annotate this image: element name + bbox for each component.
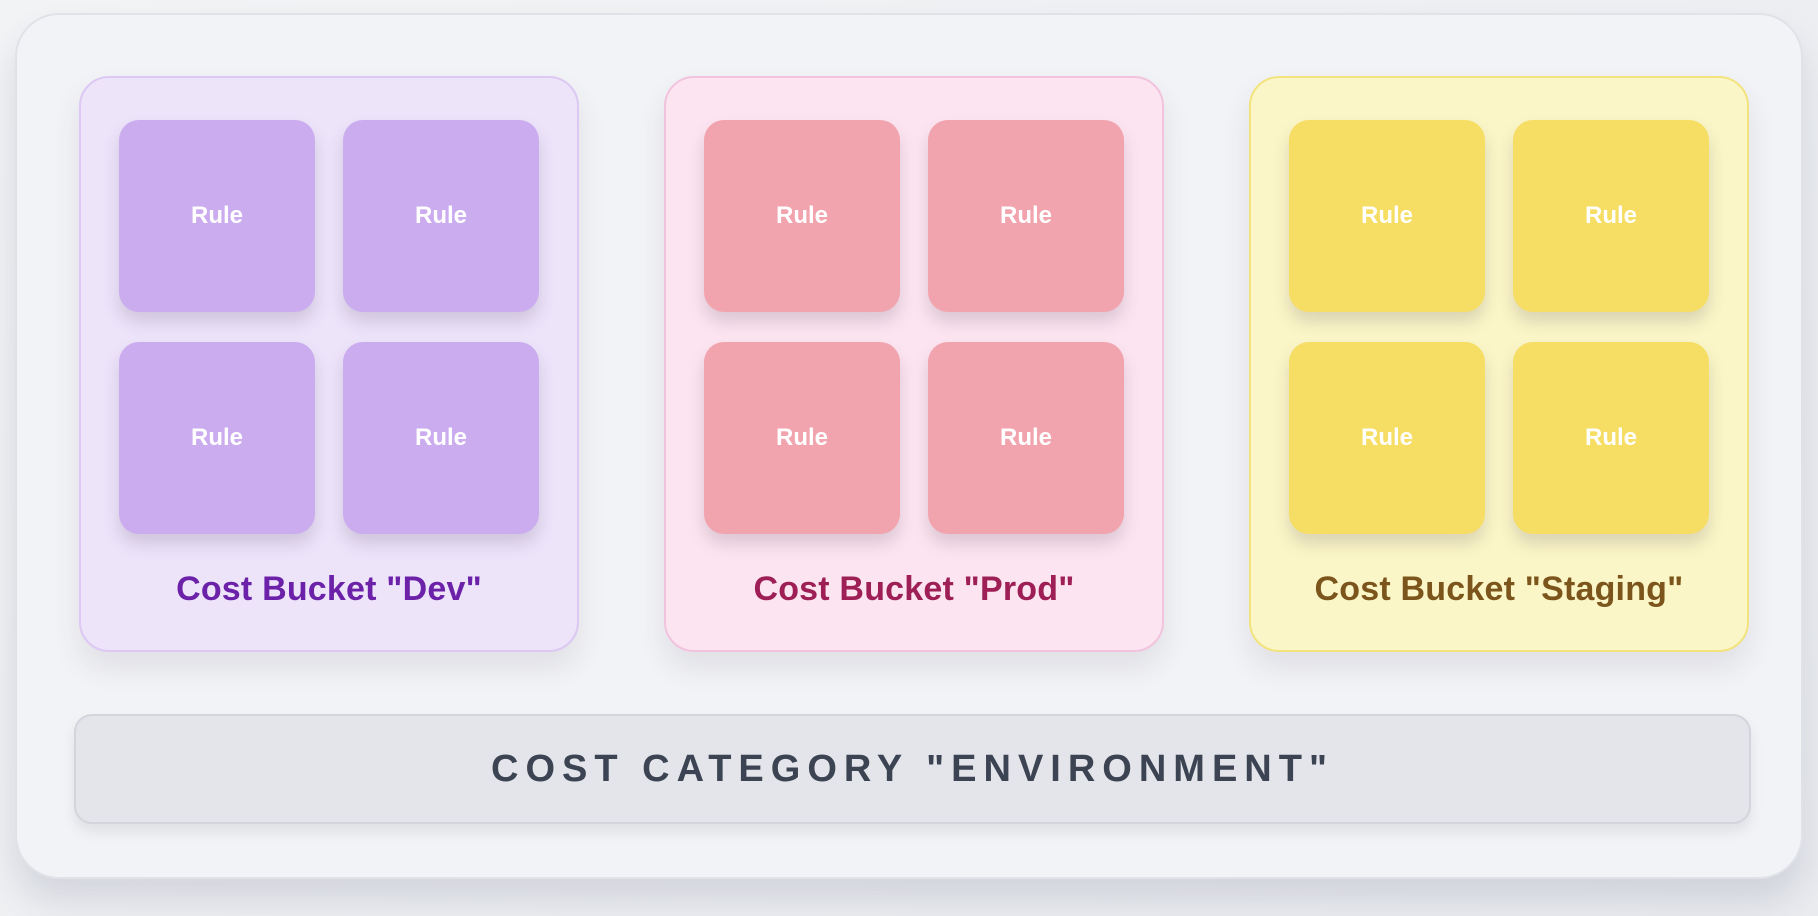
rule-tile: Rule xyxy=(1513,120,1709,312)
cost-buckets-row: Rule Rule Rule Rule Cost Bucket "Dev" Ru… xyxy=(79,76,1749,652)
rule-grid-dev: Rule Rule Rule Rule xyxy=(119,120,539,534)
rule-tile: Rule xyxy=(343,342,539,534)
rule-tile: Rule xyxy=(343,120,539,312)
rule-tile: Rule xyxy=(119,120,315,312)
rule-tile: Rule xyxy=(928,342,1124,534)
bucket-label-prod: Cost Bucket "Prod" xyxy=(753,570,1075,608)
cost-category-bar: COST CATEGORY "ENVIRONMENT" xyxy=(74,714,1751,824)
rule-tile: Rule xyxy=(704,120,900,312)
rule-tile: Rule xyxy=(928,120,1124,312)
rule-tile: Rule xyxy=(119,342,315,534)
bucket-label-dev: Cost Bucket "Dev" xyxy=(176,570,482,608)
rule-tile: Rule xyxy=(1513,342,1709,534)
cost-bucket-staging: Rule Rule Rule Rule Cost Bucket "Staging… xyxy=(1249,76,1749,652)
diagram-frame: Rule Rule Rule Rule Cost Bucket "Dev" Ru… xyxy=(15,13,1803,879)
rule-tile: Rule xyxy=(1289,120,1485,312)
cost-bucket-prod: Rule Rule Rule Rule Cost Bucket "Prod" xyxy=(664,76,1164,652)
rule-grid-staging: Rule Rule Rule Rule xyxy=(1289,120,1709,534)
rule-tile: Rule xyxy=(1289,342,1485,534)
rule-tile: Rule xyxy=(704,342,900,534)
cost-bucket-dev: Rule Rule Rule Rule Cost Bucket "Dev" xyxy=(79,76,579,652)
cost-category-label: COST CATEGORY "ENVIRONMENT" xyxy=(491,747,1334,790)
rule-grid-prod: Rule Rule Rule Rule xyxy=(704,120,1124,534)
bucket-label-staging: Cost Bucket "Staging" xyxy=(1314,570,1684,608)
